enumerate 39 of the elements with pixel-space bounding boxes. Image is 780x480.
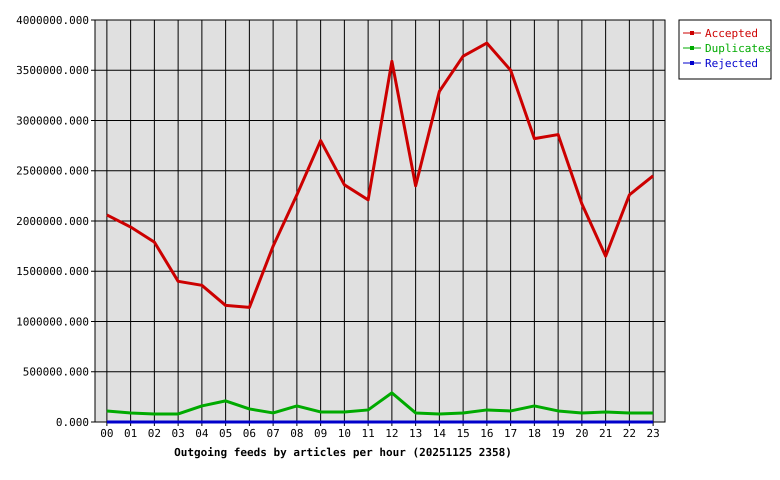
y-tick-label: 500000.000 <box>22 366 89 379</box>
line-series <box>105 42 655 309</box>
x-tick-label: 15 <box>456 427 470 440</box>
x-axis-title: Outgoing feeds by articles per hour (20251125 2358) <box>174 446 512 459</box>
x-tick-label: 02 <box>148 427 161 440</box>
x-tick-label: 17 <box>504 427 518 440</box>
y-tick-label: 2500000.000 <box>16 164 89 178</box>
x-tick-label: 09 <box>314 427 328 440</box>
legend-label: Duplicates <box>705 42 772 55</box>
y-tick-label: 3000000.000 <box>16 114 89 128</box>
x-tick-label: 20 <box>575 427 588 440</box>
x-tick-label: 06 <box>242 427 256 440</box>
x-tick-label: 23 <box>646 427 660 440</box>
y-tick-label: 1500000.000 <box>16 265 89 278</box>
x-tick-label: 10 <box>338 427 351 440</box>
x-tick-label: 19 <box>552 427 565 440</box>
x-tick-label: 04 <box>195 427 209 440</box>
x-tick-label: 11 <box>362 427 375 440</box>
y-tick-label: 4000000.000 <box>16 14 89 27</box>
x-tick-label: 12 <box>385 427 398 440</box>
x-tick-label: 14 <box>432 427 446 440</box>
x-tick-label: 16 <box>480 427 494 440</box>
y-tick-label: 2000000.000 <box>16 214 89 228</box>
x-tick-label: 18 <box>528 427 541 440</box>
legend-label: Rejected <box>705 56 758 70</box>
x-tick-label: 05 <box>219 427 232 440</box>
x-tick-label: 07 <box>266 427 280 440</box>
line-series <box>105 391 655 416</box>
y-tick-label: 3500000.000 <box>16 64 89 78</box>
x-tick-label: 00 <box>100 427 114 440</box>
y-tick-label: 1000000.000 <box>16 315 89 328</box>
x-tick-label: 08 <box>290 427 304 440</box>
legend-label: Accepted <box>705 26 758 40</box>
x-tick-label: 22 <box>622 427 636 440</box>
x-tick-label: 13 <box>409 427 422 440</box>
y-tick-label: 0.000 <box>56 416 89 429</box>
x-tick-label: 03 <box>172 427 185 440</box>
x-tick-label: 21 <box>599 427 612 440</box>
x-tick-label: 01 <box>124 427 138 440</box>
